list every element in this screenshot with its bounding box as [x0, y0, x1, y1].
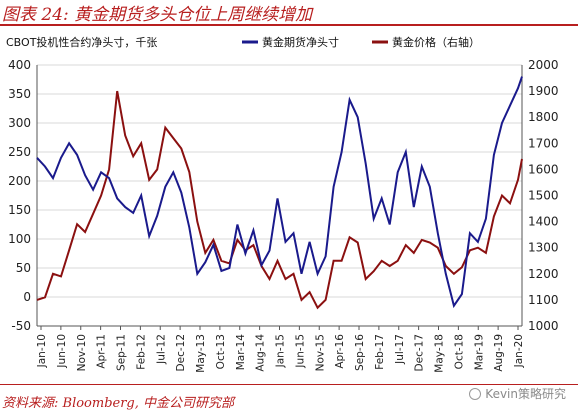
y-right-tick-label: 1800	[528, 110, 559, 124]
y-left-tick-label: 250	[8, 145, 31, 159]
x-tick-label: Jul-17	[394, 334, 406, 365]
x-tick-label: Sep-11	[116, 334, 128, 371]
left-axis-title: CBOT投机性合约净头寸，千张	[6, 35, 157, 49]
y-left-tick-label: -50	[11, 319, 31, 333]
x-tick-label: Oct-13	[215, 334, 227, 369]
y-right-tick-label: 1500	[528, 189, 559, 203]
y-right-tick-label: 1000	[528, 319, 559, 333]
figure-title: 图表 24: 黄金期货多头仓位上周继续增加	[2, 5, 313, 25]
x-tick-label: Nov-15	[314, 334, 326, 371]
y-left-tick-label: 150	[8, 203, 31, 217]
y-left-tick-label: 50	[16, 261, 31, 275]
y-right-tick-label: 1600	[528, 162, 559, 176]
x-tick-label: May-18	[434, 334, 446, 373]
series-line-gold-futures	[36, 76, 523, 309]
y-left-tick-label: 100	[8, 232, 31, 246]
y-right-tick-label: 2000	[528, 58, 559, 72]
left-axis-ticks: -50 0 50 100 150 200 250 300 350 400	[8, 58, 31, 333]
series-line-gold-price	[36, 90, 523, 310]
source-divider	[0, 384, 578, 385]
x-tick-label: Feb-12	[135, 334, 147, 370]
watermark-text: Kevin策略研究	[485, 387, 566, 401]
y-right-tick-label: 1900	[528, 84, 559, 98]
x-tick-label: Feb-17	[374, 334, 386, 370]
x-tick-label: Jan-15	[275, 334, 287, 368]
y-right-tick-label: 1200	[528, 267, 559, 281]
x-tick-label: May-13	[195, 334, 207, 373]
x-tick-label: Apr-11	[96, 334, 108, 369]
y-left-tick-label: 300	[8, 116, 31, 130]
x-axis-ticks: Jan-10 Jun-10 Nov-10 Apr-11 Sep-11 Feb-12 Jul-…	[36, 326, 525, 373]
x-tick-label: Mar-19	[473, 334, 485, 370]
x-tick-label: Dec-12	[175, 334, 187, 371]
x-tick-label: Mar-14	[235, 334, 247, 371]
y-left-tick-label: 0	[23, 290, 31, 304]
legend-label-price: 黄金价格（右轴）	[392, 35, 480, 49]
x-tick-label: Aug-14	[255, 334, 267, 372]
x-tick-label: Jan-20	[513, 334, 525, 368]
legend-label-futures: 黄金期货净头寸	[262, 35, 339, 49]
x-tick-label: Aug-19	[493, 334, 505, 372]
x-tick-label: Dec-17	[414, 334, 426, 371]
y-right-tick-label: 1700	[528, 136, 559, 150]
x-tick-label: Apr-16	[334, 334, 346, 369]
right-axis-ticks: 1000 1100 1200 1300 1400 1500 1600 1700 1800 1900…	[528, 58, 559, 333]
y-right-tick-label: 1400	[528, 215, 559, 229]
watermark: Kevin策略研究	[469, 385, 566, 402]
x-tick-label: Oct-18	[453, 334, 465, 369]
source-note: 资料来源: Bloomberg, 中金公司研究部	[2, 396, 235, 411]
x-tick-label: Sep-16	[354, 334, 366, 371]
y-left-tick-label: 200	[8, 174, 31, 188]
title-divider	[0, 24, 578, 26]
x-tick-label: Jan-10	[36, 334, 48, 368]
wechat-icon	[469, 387, 482, 400]
x-tick-label: Jul-12	[155, 334, 167, 365]
y-left-tick-label: 400	[8, 58, 31, 72]
x-tick-label: Jun-10	[56, 334, 68, 369]
y-right-tick-label: 1100	[528, 293, 559, 307]
y-left-tick-label: 350	[8, 87, 31, 101]
y-right-tick-label: 1300	[528, 241, 559, 255]
x-tick-label: Nov-10	[76, 334, 88, 371]
x-tick-label: Jun-15	[294, 334, 306, 369]
